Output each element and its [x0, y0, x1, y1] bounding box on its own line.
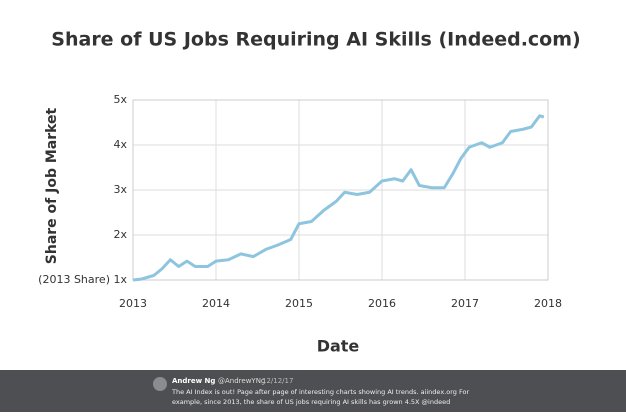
tweet-background	[0, 370, 626, 412]
y-tick-label: (2013 Share) 1x	[38, 273, 127, 286]
x-tick-label: 2017	[451, 297, 479, 310]
x-axis-label: Date	[317, 337, 360, 356]
y-tick-label: 5x	[113, 93, 127, 106]
plot-frame	[132, 99, 549, 281]
avatar	[153, 377, 167, 391]
tweet-author: Andrew Ng	[172, 377, 215, 385]
y-tick-label: 2x	[113, 228, 127, 241]
tweet-text: example, since 2013, the share of US job…	[172, 398, 450, 406]
x-tick-label: 2015	[285, 297, 313, 310]
y-tick-label: 3x	[113, 183, 127, 196]
tweet-handle: @AndrewYNg	[218, 377, 265, 385]
chart-title: Share of US Jobs Requiring AI Skills (In…	[51, 29, 580, 51]
tweet-text: The AI Index is out! Page after page of …	[171, 388, 469, 396]
data-line	[132, 114, 545, 282]
x-tick-label: 2013	[119, 297, 147, 310]
tweet-date: 12/12/17	[262, 377, 293, 385]
x-tick-label: 2014	[202, 297, 230, 310]
x-tick-label: 2016	[368, 297, 396, 310]
x-tick-label: 2018	[534, 297, 562, 310]
y-axis-label: Share of Job Market	[44, 107, 60, 264]
tweet-bar: Andrew Ng @AndrewYNg 12/12/17 The AI Ind…	[0, 370, 626, 412]
y-tick-label: 4x	[113, 138, 127, 151]
